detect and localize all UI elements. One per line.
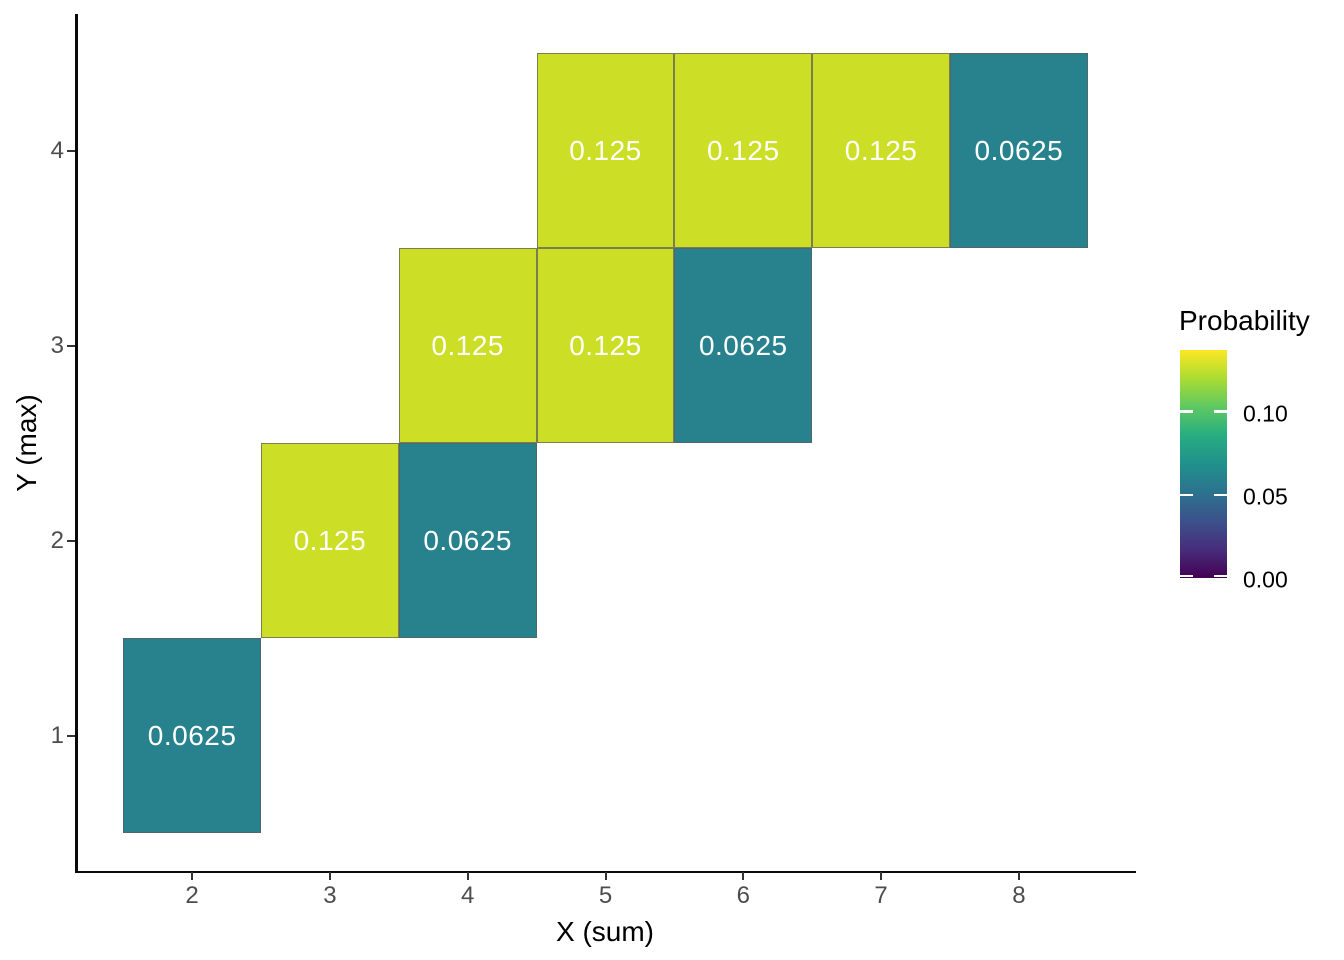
heatmap-tile: 0.0625 (674, 248, 813, 444)
tile-value-label: 0.125 (706, 134, 780, 166)
x-axis-tick (742, 872, 745, 880)
heatmap-tile: 0.0625 (949, 53, 1088, 249)
tile-value-label: 0.0625 (423, 524, 512, 556)
legend-tick-label: 0.10 (1243, 400, 1288, 427)
tile-value-label: 0.125 (293, 524, 367, 556)
x-axis-line (75, 870, 1136, 873)
y-axis-tick (67, 344, 75, 347)
x-axis-tick (880, 872, 883, 880)
heatmap-tile: 0.125 (398, 248, 537, 444)
y-axis-tick (67, 734, 75, 737)
legend-colorbar (1180, 350, 1227, 578)
legend-tick (1214, 493, 1227, 497)
y-tick-label: 1 (50, 721, 64, 749)
x-axis-tick (191, 872, 194, 880)
x-tick-label: 6 (736, 882, 750, 909)
heatmap-tile: 0.125 (812, 53, 950, 249)
legend-tick (1180, 410, 1193, 413)
tile-value-label: 0.0625 (698, 329, 788, 361)
x-axis-title: X (sum) (556, 916, 654, 947)
x-tick-label: 7 (874, 882, 888, 909)
y-axis-title: Y (max) (11, 394, 42, 492)
y-tick-label: 2 (50, 526, 64, 554)
y-axis-tick (67, 539, 75, 542)
x-axis-tick (604, 872, 607, 880)
x-tick-label: 3 (323, 882, 337, 909)
heatmap-tile: 0.125 (536, 53, 675, 249)
heatmap-tile: 0.125 (261, 443, 399, 639)
legend-title: Probability (1179, 305, 1310, 336)
y-axis-tick (67, 149, 75, 152)
heatmap-tile: 0.125 (536, 248, 675, 444)
x-axis-tick (328, 872, 331, 880)
y-tick-label: 4 (50, 136, 64, 164)
legend-tick (1214, 574, 1227, 577)
tile-value-label: 0.125 (569, 329, 642, 361)
tile-value-label: 0.0625 (147, 719, 237, 751)
tile-value-label: 0.125 (844, 134, 918, 166)
x-axis-tick (466, 872, 469, 880)
heatmap-tile: 0.125 (674, 53, 813, 249)
legend-tick (1180, 574, 1193, 577)
y-tick-label: 3 (50, 331, 64, 359)
tile-value-label: 0.125 (431, 329, 504, 361)
x-tick-label: 5 (598, 882, 613, 909)
x-tick-label: 2 (185, 882, 199, 909)
legend-tick-label: 0.05 (1243, 483, 1288, 510)
legend-tick (1180, 493, 1193, 497)
legend-tick (1214, 410, 1227, 413)
tile-value-label: 0.0625 (974, 134, 1064, 166)
y-axis-line (75, 14, 78, 873)
tile-value-label: 0.125 (569, 134, 642, 166)
heatmap-tile: 0.0625 (398, 443, 537, 639)
legend-tick-label: 0.00 (1243, 566, 1288, 593)
heatmap-tile: 0.0625 (123, 638, 261, 834)
x-tick-label: 4 (461, 882, 475, 909)
x-axis-tick (1017, 872, 1020, 880)
x-tick-label: 8 (1012, 882, 1026, 909)
